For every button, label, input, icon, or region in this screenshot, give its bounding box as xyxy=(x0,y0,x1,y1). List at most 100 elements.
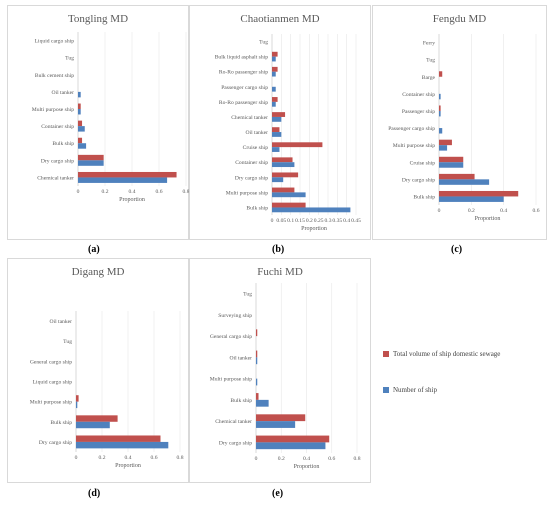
chart-b: 0 0.05 0.1 0.15 0.2 0.25 0.3 0.35 0.4 0.45 Proport… xyxy=(215,34,361,232)
category-label: Dry cargo ship xyxy=(39,440,72,446)
bar-sewage xyxy=(78,154,104,161)
category-label: Tug xyxy=(259,40,268,46)
chart-title-d: Digang MD xyxy=(71,266,125,278)
x-tick-label: 0.2 xyxy=(306,218,313,224)
x-tick-label: 0.4 xyxy=(129,189,136,195)
x-tick-label: 0.8 xyxy=(183,189,190,195)
category-label: Multi purpose ship xyxy=(30,400,72,406)
x-tick-label: 0.6 xyxy=(328,456,335,462)
category-label: Chemical tanker xyxy=(215,419,252,425)
x-tick-label: 0.15 xyxy=(295,218,305,224)
x-tick-label: 0.2 xyxy=(278,456,285,462)
category-label: Bulk ship xyxy=(50,420,72,426)
category-label: Multi purpose ship xyxy=(32,107,74,113)
x-tick-label: 0.1 xyxy=(287,218,294,224)
bar-sewage xyxy=(439,139,452,146)
x-tick-label: 0.6 xyxy=(533,208,540,214)
x-tick-label: 0.4 xyxy=(343,218,350,224)
bar-sewage xyxy=(272,202,306,208)
bar-sewage xyxy=(272,66,278,72)
x-tick-label: 0.8 xyxy=(354,456,361,462)
legend-item-ships: Number of ship xyxy=(383,386,550,422)
bar-ships xyxy=(272,116,282,122)
bar-ships xyxy=(76,421,110,429)
panel-label-b: (b) xyxy=(272,244,285,255)
bar-ships xyxy=(272,147,280,152)
bar-ships xyxy=(78,143,87,149)
x-tick-label: 0.2 xyxy=(102,189,109,195)
bar-ships xyxy=(272,86,276,92)
bar-sewage xyxy=(439,173,475,180)
category-label: Bulk ship xyxy=(230,398,252,404)
chart-title-c: Fengdu MD xyxy=(432,13,487,25)
chart-a: 0 0.2 0.4 0.6 0.8 Proportion Chemical tanker Dr… xyxy=(32,32,190,203)
category-label: Ro-Ro passenger ship xyxy=(219,100,268,106)
bar-sewage xyxy=(272,157,293,163)
panel-label-d: (d) xyxy=(88,488,101,499)
category-label: Container ship xyxy=(235,160,268,166)
bar-ships xyxy=(256,399,269,407)
x-tick-label: 0.45 xyxy=(351,218,361,224)
chart-panel-c: Fengdu MD 0 0.2 0.4 0.6 Proportion Bulk ship D… xyxy=(372,5,547,240)
category-label: Cruise ship xyxy=(243,145,269,151)
bar-sewage xyxy=(76,395,79,402)
bar-ships xyxy=(272,207,351,213)
chart-panel-b: Chaotianmen MD 0 0.05 0.1 0.15 0.2 0.25 0.3 0.3… xyxy=(189,5,371,240)
category-label: Oil tanker xyxy=(245,130,268,136)
bar-ships xyxy=(78,177,168,183)
bar-sewage xyxy=(256,435,330,443)
bar-ships xyxy=(272,132,282,137)
x-axis-title: Proportion xyxy=(119,197,145,203)
x-tick-label: 0.4 xyxy=(303,456,310,462)
bar-sewage xyxy=(439,156,464,163)
chart-panel-d: Digang MD 0 0.2 0.4 0.6 0.8 Proportion Dry car… xyxy=(7,258,189,483)
bar-sewage xyxy=(272,112,286,117)
x-axis-title: Proportion xyxy=(294,464,320,470)
bar-sewage xyxy=(272,172,299,178)
x-tick-label: 0.4 xyxy=(500,208,507,214)
category-label: Ferry xyxy=(423,41,435,47)
panel-label-a: (a) xyxy=(88,244,100,255)
bar-ships xyxy=(272,101,276,107)
category-label: Oil tanker xyxy=(51,90,74,96)
category-label: Bulk cement ship xyxy=(35,73,74,79)
category-label: Passenger ship xyxy=(402,109,435,115)
panel-label-e: (e) xyxy=(272,488,284,499)
chart-title-e: Fuchi MD xyxy=(257,266,303,278)
x-tick-label: 0.6 xyxy=(151,455,158,461)
bar-sewage xyxy=(78,171,177,178)
bar-ships xyxy=(272,56,276,62)
x-tick-label: 0.2 xyxy=(99,455,106,461)
category-label: Chemical tanker xyxy=(231,115,268,121)
x-tick-label: 0 xyxy=(77,189,80,195)
bar-ships xyxy=(78,91,81,98)
legend-label-sewage: Total volume of ship domestic sewage xyxy=(393,350,501,358)
bar-ships xyxy=(256,421,296,428)
category-label: Dry cargo ship xyxy=(402,177,435,183)
legend-label-ships: Number of ship xyxy=(393,386,437,394)
chart-panel-a: Tongling MD 0 0.2 0.4 0.6 0.8 Proportion Chemi… xyxy=(7,5,190,240)
category-label: Liquid cargo ship xyxy=(33,380,73,386)
bar-sewage xyxy=(78,137,83,144)
bar-sewage xyxy=(76,435,161,442)
x-tick-label: 0.25 xyxy=(314,218,324,224)
category-label: Chemical tanker xyxy=(37,175,74,181)
category-label: Surveying ship xyxy=(218,313,252,319)
x-tick-label: 0 xyxy=(271,218,274,224)
bar-ships xyxy=(272,192,306,198)
bar-sewage xyxy=(272,127,280,133)
x-tick-label: 0.05 xyxy=(276,218,286,224)
legend-item-sewage: Total volume of ship domestic sewage xyxy=(383,350,550,386)
bar-ships xyxy=(256,378,258,386)
x-axis-title: Proportion xyxy=(301,226,327,232)
bar-sewage xyxy=(78,120,83,127)
category-label: Container ship xyxy=(402,92,435,98)
x-tick-label: 0.2 xyxy=(468,208,475,214)
x-tick-label: 0 xyxy=(75,455,78,461)
category-label: General cargo ship xyxy=(30,359,72,365)
bar-sewage xyxy=(272,51,278,57)
bar-ships xyxy=(78,160,104,166)
x-axis-title: Proportion xyxy=(115,463,141,469)
category-label: Liquid cargo ship xyxy=(35,39,75,45)
category-label: Bulk ship xyxy=(246,205,268,211)
